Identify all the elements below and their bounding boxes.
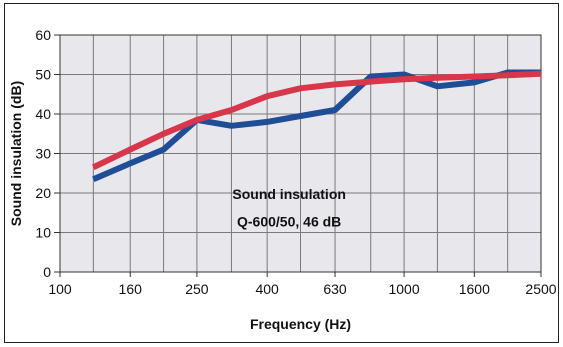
annotation-line-1: Sound insulation xyxy=(232,186,346,202)
x-axis-title: Frequency (Hz) xyxy=(250,316,351,332)
x-tick-label: 630 xyxy=(323,281,347,297)
x-tick-label: 1600 xyxy=(459,281,490,297)
x-tick-label: 400 xyxy=(255,281,279,297)
y-tick-label: 60 xyxy=(35,27,51,43)
y-tick-label: 10 xyxy=(35,225,51,241)
y-axis-title: Sound insulation (dB) xyxy=(8,81,24,226)
annotation-line-2: Q-600/50, 46 dB xyxy=(237,214,341,230)
chart-frame: 0 10 20 30 40 50 60 100 160 250 400 630 1000 1600 250… xyxy=(4,3,559,343)
x-axis-ticks: 100 160 250 400 630 1000 1600 2500 xyxy=(48,272,557,297)
y-tick-label: 20 xyxy=(35,185,51,201)
series-line-1 xyxy=(91,70,542,171)
series-layer xyxy=(91,69,542,182)
sound-insulation-chart: 0 10 20 30 40 50 60 100 160 250 400 630 1000 1600 250… xyxy=(8,27,557,332)
y-tick-label: 50 xyxy=(35,67,51,83)
y-axis-ticks: 0 10 20 30 40 50 60 xyxy=(35,27,60,280)
x-tick-label: 250 xyxy=(185,281,209,297)
series-line-0 xyxy=(92,69,541,182)
x-tick-label: 160 xyxy=(119,281,143,297)
x-tick-label: 100 xyxy=(48,281,72,297)
x-tick-label: 1000 xyxy=(388,281,419,297)
y-tick-label: 40 xyxy=(35,106,51,122)
y-tick-label: 30 xyxy=(35,146,51,162)
y-tick-label: 0 xyxy=(43,264,51,280)
x-tick-label: 2500 xyxy=(525,281,556,297)
